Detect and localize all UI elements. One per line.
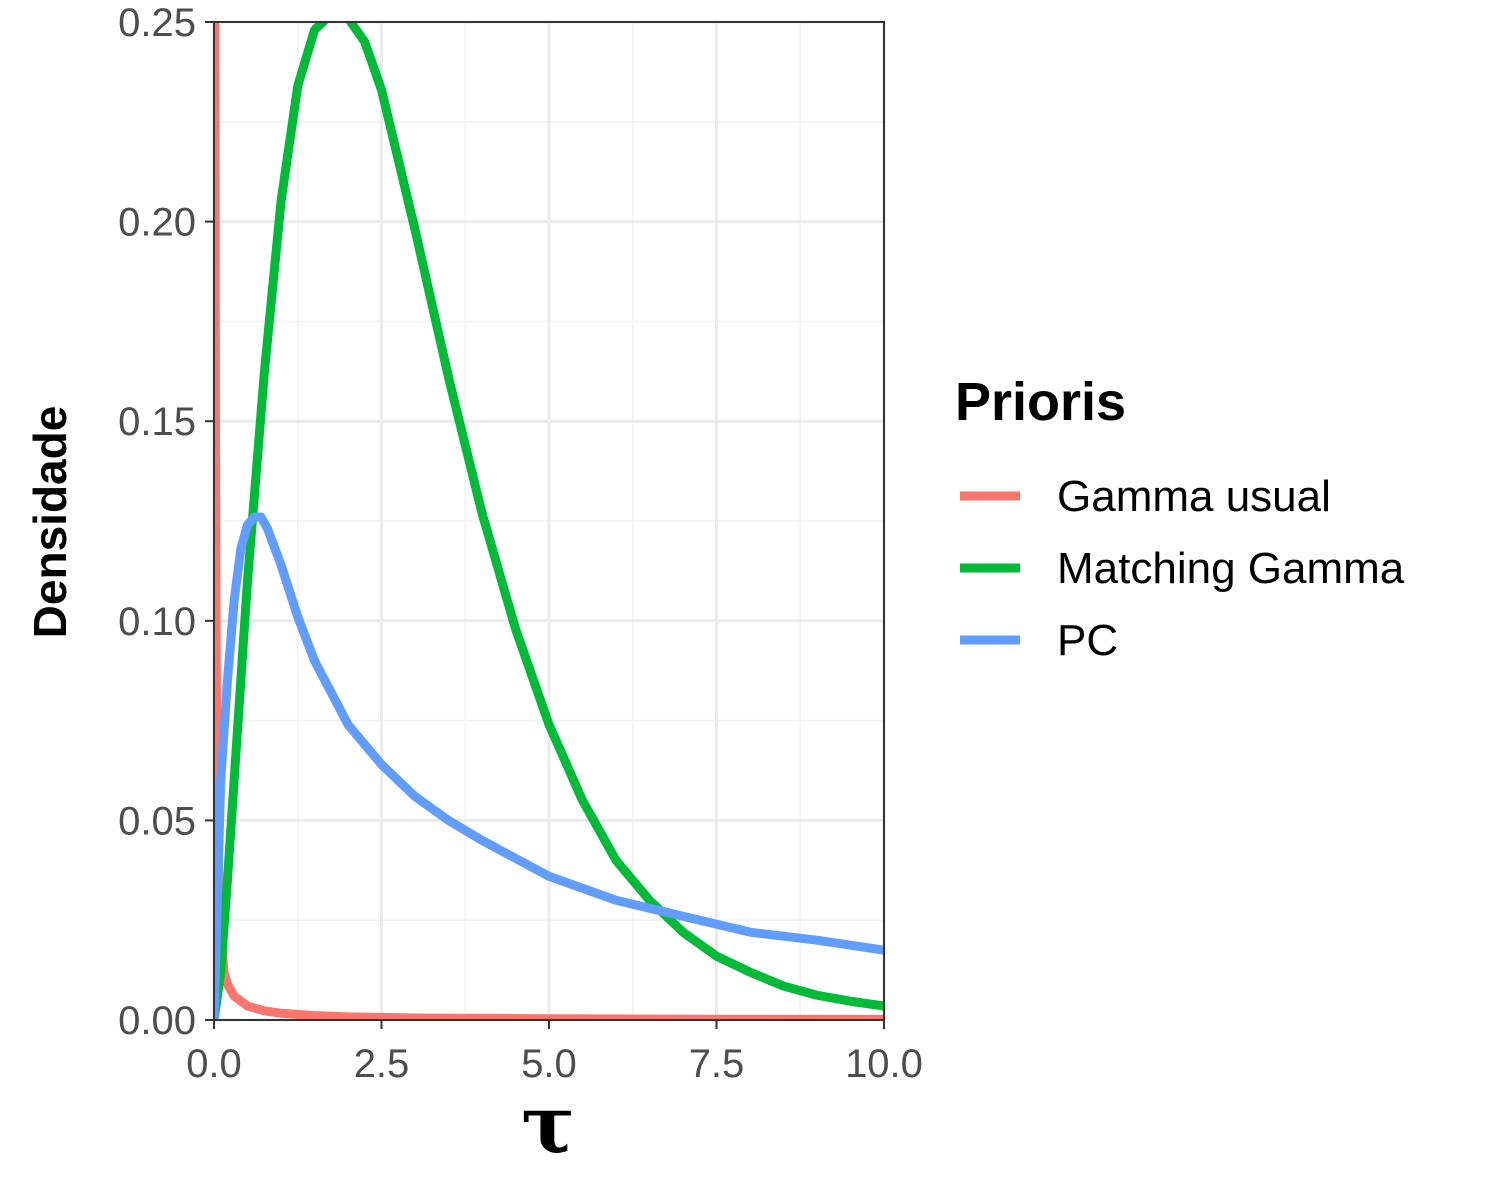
y-tick-label: 0.20 <box>118 201 196 245</box>
x-tick-label: 10.0 <box>845 1042 923 1086</box>
x-tick-label: 7.5 <box>689 1042 745 1086</box>
legend-title: Prioris <box>955 372 1126 432</box>
y-tick-label: 0.25 <box>118 1 196 45</box>
x-tick-label: 5.0 <box>521 1042 577 1086</box>
y-axis-title: Densidade <box>24 406 76 639</box>
series-line-gamma-usual <box>214 22 884 1020</box>
legend-label-gamma-usual: Gamma usual <box>1057 472 1331 521</box>
y-tick-label: 0.15 <box>118 400 196 444</box>
y-tick-label: 0.00 <box>118 999 196 1043</box>
legend: Prioris Gamma usual Matching Gamma PC <box>955 372 1405 665</box>
y-tick-label: 0.10 <box>118 600 196 644</box>
x-tick-label: 0.0 <box>186 1042 242 1086</box>
legend-label-pc: PC <box>1057 616 1118 665</box>
series-line-matching-gamma <box>214 22 884 1020</box>
x-axis-title: τ <box>521 1077 575 1171</box>
axes: 0.00 0.05 0.10 0.15 0.20 0.25 0.0 2.5 5.0 7.5 10.0 <box>118 1 923 1086</box>
x-tick-label: 2.5 <box>354 1042 410 1086</box>
series-line-pc <box>214 512 884 1020</box>
legend-label-matching-gamma: Matching Gamma <box>1057 544 1405 593</box>
y-tick-label: 0.05 <box>118 799 196 843</box>
grid <box>212 20 886 1022</box>
series-lines <box>214 22 884 1020</box>
